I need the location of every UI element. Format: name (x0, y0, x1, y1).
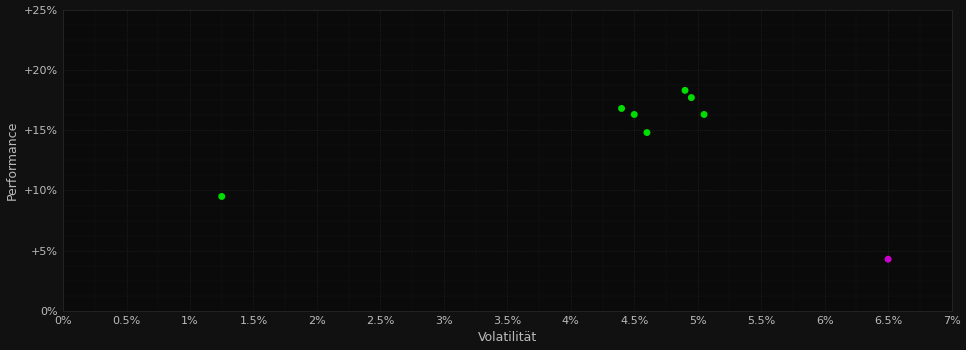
X-axis label: Volatilität: Volatilität (478, 331, 537, 344)
Point (627, 112, 642, 117)
Point (613, 106, 629, 111)
Point (696, 112, 712, 117)
Y-axis label: Performance: Performance (6, 121, 18, 200)
Point (639, 130, 655, 135)
Point (677, 88, 693, 93)
Point (880, 256, 895, 262)
Point (684, 95, 699, 100)
Point (214, 194, 230, 199)
